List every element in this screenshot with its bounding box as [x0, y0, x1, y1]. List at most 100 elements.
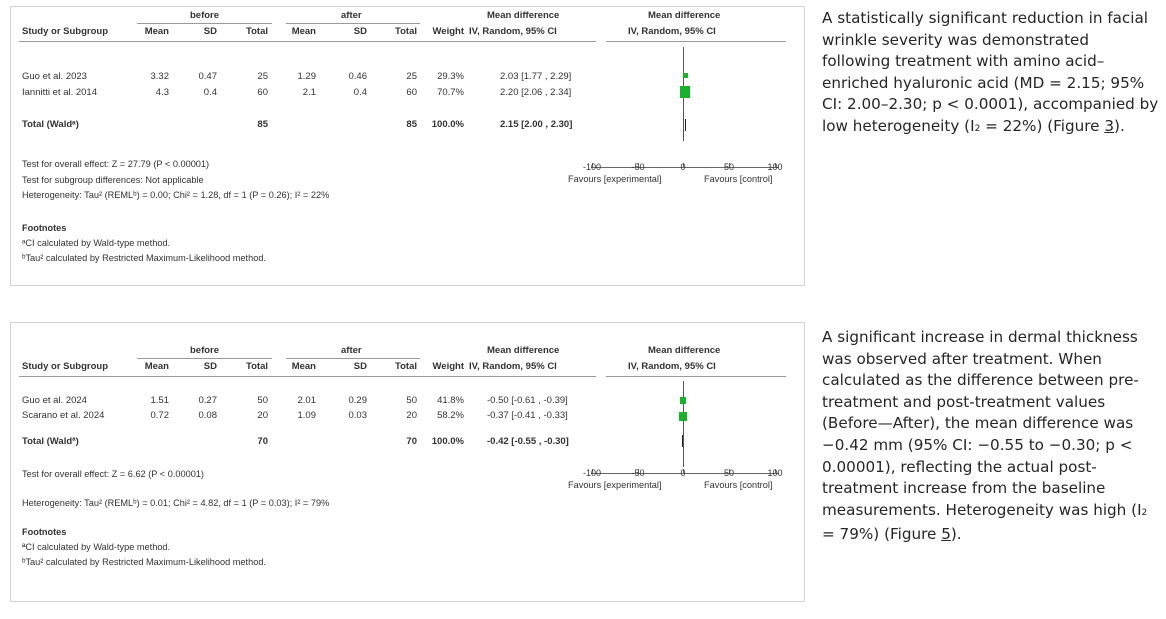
weight-header: Weight [432, 26, 465, 37]
mean-after: 2.01 [297, 395, 317, 406]
mean2-header: Mean [291, 26, 316, 37]
group-after-label: after [341, 345, 362, 356]
total-after: 25 [406, 71, 417, 82]
footnote: ᵇTau² calculated by Restricted Maximum-L… [22, 557, 266, 567]
md-column-title: Mean difference [487, 345, 560, 356]
total-weight: 100.0% [431, 119, 464, 130]
study-name: Scarano et al. 2024 [22, 410, 105, 421]
null-effect-line [683, 381, 684, 467]
study-ci: -0.37 [-0.41 , -0.33] [487, 410, 568, 421]
mean1-header: Mean [144, 26, 169, 37]
favours-control-label: Favours [control] [704, 174, 773, 184]
caption-figure-5: A significant increase in dermal thickne… [822, 327, 1162, 546]
subgroup-differences-test: Test for subgroup differences: Not appli… [22, 175, 204, 185]
before-underline [137, 358, 272, 359]
study-weight: 29.3% [437, 71, 464, 82]
after-underline [286, 358, 420, 359]
total-after-n: 85 [406, 119, 417, 130]
total-label: Total (Waldª) [22, 436, 79, 447]
sd-after: 0.4 [353, 87, 367, 98]
group-after-label: after [341, 10, 362, 21]
x-tick [775, 469, 776, 473]
favours-experimental-label: Favours [experimental] [568, 480, 662, 490]
study-header: Study or Subgroup [22, 26, 109, 37]
total1-header: Total [246, 26, 268, 37]
study-effect-marker [680, 86, 690, 98]
mean1-header: Mean [144, 361, 169, 372]
sd-after: 0.46 [348, 71, 368, 82]
study-weight: 58.2% [437, 410, 464, 421]
md-column-sub: IV, Random, 95% CI [469, 26, 557, 37]
overall-effect-test: Test for overall effect: Z = 27.79 (P < … [22, 159, 210, 169]
x-tick [729, 469, 730, 473]
caption-text-after: = 79%) (Figure [822, 525, 942, 544]
pooled-effect-marker [685, 119, 686, 131]
x-tick [592, 469, 593, 473]
total-before: 50 [257, 395, 268, 406]
total-after: 20 [406, 410, 417, 421]
study-name: Guo et al. 2023 [22, 71, 87, 82]
x-tick-label: -50 [631, 162, 645, 172]
sd-before: 0.08 [198, 410, 218, 421]
group-before-label: before [190, 10, 220, 21]
header-rule [19, 376, 596, 377]
study-weight: 41.8% [437, 395, 464, 406]
figure-3-link[interactable]: 3 [1104, 116, 1115, 135]
caption-text: A statistically significant reduction in… [822, 9, 1159, 135]
caption-subscript: 2 [1141, 507, 1148, 518]
x-tick-label: -50 [631, 468, 645, 478]
x-tick [638, 469, 639, 473]
total2-header: Total [395, 361, 417, 372]
study-ci: -0.50 [-0.61 , -0.39] [487, 395, 568, 406]
md-column-title: Mean difference [487, 10, 560, 21]
total-label: Total (Waldᵃ) [22, 119, 79, 130]
x-tick [683, 163, 684, 167]
plot-column-sub: IV, Random, 95% CI [628, 26, 716, 37]
figure-5-link[interactable]: 5 [941, 525, 951, 544]
caption-text-end: ). [950, 525, 962, 544]
favours-experimental-label: Favours [experimental] [568, 174, 662, 184]
caption-figure-3: A statistically significant reduction in… [822, 8, 1162, 141]
sd-before: 0.4 [203, 87, 217, 98]
pooled-effect-marker [682, 435, 683, 447]
favours-control-label: Favours [control] [704, 480, 773, 490]
x-tick-label: -100 [582, 162, 601, 172]
plot-column-title: Mean difference [648, 345, 721, 356]
study-ci: 2.03 [1.77 , 2.29] [500, 71, 572, 82]
total-before: 60 [257, 87, 268, 98]
forest-plot-2: before after Mean difference Mean differ… [10, 322, 805, 602]
footnotes-title: Footnotes [22, 223, 67, 233]
study-ci: 2.20 [2.06 , 2.34] [500, 87, 572, 98]
before-underline [137, 23, 272, 24]
heterogeneity-test: Heterogeneity: Tau² (REMLᵇ) = 0.01; Chi²… [22, 498, 330, 508]
caption-text: A significant increase in dermal thickne… [822, 328, 1142, 519]
total-ci: -0.42 [-0.55 , -0.30] [487, 436, 569, 447]
after-underline [286, 23, 420, 24]
study-effect-marker [679, 412, 687, 421]
md-column-sub: IV, Random, 95% CI [469, 361, 557, 372]
caption-text-after: = 22%) (Figure [980, 116, 1105, 135]
x-tick [775, 163, 776, 167]
study-weight: 70.7% [437, 87, 464, 98]
x-tick [683, 469, 684, 473]
total-before: 25 [257, 71, 268, 82]
mean-before: 4.3 [155, 87, 169, 98]
total-before-n: 70 [257, 436, 268, 447]
total-before: 20 [257, 410, 268, 421]
forest-plot-1: before after Mean difference Mean differ… [10, 6, 805, 286]
overall-effect-test: Test for overall effect: Z = 6.62 (P < 0… [22, 469, 204, 479]
total-weight: 100.0% [431, 436, 464, 447]
x-tick [729, 163, 730, 167]
x-tick-label: 50 [723, 468, 734, 478]
sd-before: 0.47 [198, 71, 218, 82]
mean-before: 3.32 [150, 71, 170, 82]
plot-column-sub: IV, Random, 95% CI [628, 361, 716, 372]
total-after: 50 [406, 395, 417, 406]
heterogeneity-test: Heterogeneity: Tau² (REMLᵇ) = 0.00; Chi²… [22, 190, 330, 200]
footnote: ᵇTau² calculated by Restricted Maximum-L… [22, 253, 266, 263]
plot-header-rule [606, 41, 786, 42]
footnote: ᵃCI calculated by Wald-type method. [22, 238, 171, 248]
sd-before: 0.27 [198, 395, 218, 406]
sd-after: 0.29 [348, 395, 368, 406]
plot-header-rule [606, 376, 786, 377]
